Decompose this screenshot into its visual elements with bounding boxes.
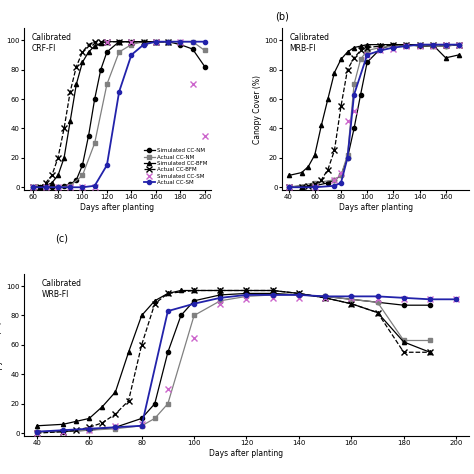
Legend: Simulated CC-NM, Actual CC-NM, Simulated CC-BFM, Actual CC-BFM, Simulated CC-SM,: Simulated CC-NM, Actual CC-NM, Simulated… <box>141 146 210 187</box>
X-axis label: Days after planting: Days after planting <box>338 203 413 212</box>
Text: Calibrated
CRF-FI: Calibrated CRF-FI <box>31 33 71 53</box>
Text: Calibrated
WRB-FI: Calibrated WRB-FI <box>42 279 82 299</box>
Text: Calibrated
MRB-FI: Calibrated MRB-FI <box>290 33 329 53</box>
Y-axis label: Canopy Cover (%): Canopy Cover (%) <box>253 75 262 144</box>
X-axis label: Days after planting: Days after planting <box>80 203 155 212</box>
Text: (b): (b) <box>275 12 289 22</box>
X-axis label: Days after planting: Days after planting <box>210 449 283 458</box>
Text: (c): (c) <box>55 234 68 244</box>
Y-axis label: Canopy cover (%): Canopy cover (%) <box>0 321 3 389</box>
